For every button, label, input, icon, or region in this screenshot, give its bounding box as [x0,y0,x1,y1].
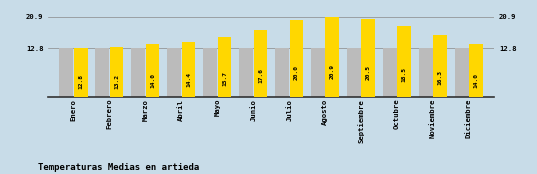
Bar [146,44,159,97]
Bar [311,48,325,97]
Bar [96,48,109,97]
Bar [275,48,289,97]
Bar [325,17,339,97]
Bar [168,48,181,97]
Bar [383,48,397,97]
Bar [289,20,303,97]
Text: 16.3: 16.3 [438,70,442,85]
Bar [182,42,195,97]
Text: 14.4: 14.4 [186,72,191,87]
Text: 20.0: 20.0 [294,65,299,80]
Text: 14.0: 14.0 [150,73,155,88]
Text: 13.2: 13.2 [114,74,119,89]
Bar [217,37,231,97]
Bar [433,35,447,97]
Bar [74,48,88,97]
Bar [60,48,73,97]
Bar [347,48,361,97]
Text: 18.5: 18.5 [402,67,407,82]
Text: Temperaturas Medias en artieda: Temperaturas Medias en artieda [38,163,199,172]
Bar [239,48,253,97]
Bar [469,44,483,97]
Bar [455,48,468,97]
Text: 14.0: 14.0 [474,73,478,88]
Bar [203,48,217,97]
Bar [361,18,375,97]
Text: 15.7: 15.7 [222,71,227,86]
Bar [132,48,145,97]
Bar [419,48,433,97]
Bar [110,47,124,97]
Bar [397,26,411,97]
Text: 17.6: 17.6 [258,68,263,83]
Text: 20.5: 20.5 [366,65,371,80]
Text: 20.9: 20.9 [330,64,335,79]
Bar [253,30,267,97]
Text: 12.8: 12.8 [78,74,83,89]
